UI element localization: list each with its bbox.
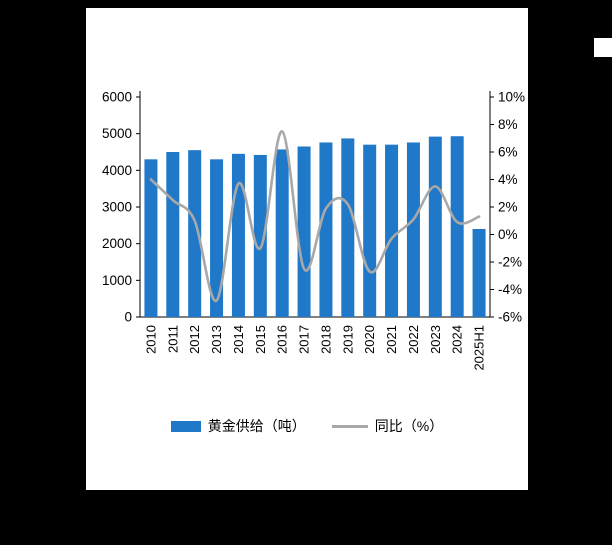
x-axis-label-2011: 2011	[165, 325, 180, 353]
right-axis-label: -2%	[498, 255, 522, 270]
bar-2017	[297, 146, 311, 317]
x-axis-label-2022: 2022	[406, 325, 421, 354]
x-axis-label-2024: 2024	[450, 325, 465, 354]
left-axis-label: 2000	[102, 236, 132, 251]
x-axis-label-2013: 2013	[209, 325, 224, 354]
bar-2020	[363, 144, 377, 317]
yoy-line	[149, 130, 481, 302]
bar-2013	[210, 159, 224, 317]
right-axis-label: 8%	[498, 117, 518, 132]
bar-2010	[144, 159, 158, 317]
x-axis-label-2023: 2023	[428, 325, 443, 354]
x-axis-label-2015: 2015	[253, 325, 268, 354]
x-axis-label-2019: 2019	[340, 325, 355, 354]
legend-bar-swatch-icon	[170, 420, 201, 432]
bar-line-chart: 0 1000 2000 3000 4000 5000 6000 -6% -4% -2% 0% 2% 4%…	[102, 90, 525, 371]
chart-area: 0 1000 2000 3000 4000 5000 6000 -6% -4% -2% 0% 2% 4%…	[86, 8, 528, 428]
right-axis-label: 4%	[498, 172, 518, 187]
left-axis-label: 5000	[102, 126, 132, 141]
x-axis-label-2016: 2016	[275, 325, 290, 354]
left-axis-label: 3000	[102, 200, 132, 215]
x-axis-label-2021: 2021	[384, 325, 399, 354]
x-axis-label-2014: 2014	[231, 325, 246, 354]
bar-2014	[231, 153, 245, 317]
legend-line-swatch-icon	[331, 424, 368, 428]
bar-2015	[253, 154, 267, 317]
right-axis-label: 6%	[498, 145, 518, 160]
bar-2012	[188, 150, 202, 317]
legend-label-gold-supply: 黄金供给（吨）	[207, 418, 306, 434]
right-axis-label: 0%	[498, 227, 518, 242]
x-axis-label-2017: 2017	[297, 325, 312, 354]
left-axis-label: 6000	[102, 90, 132, 105]
x-axis-label-2025H1: 2025H1	[472, 325, 487, 371]
right-axis-label: -4%	[498, 282, 522, 297]
x-axis-label-2010: 2010	[143, 325, 158, 354]
left-axis-label: 0	[124, 310, 132, 325]
bar-2016	[275, 149, 289, 317]
left-axis-label: 4000	[102, 163, 132, 178]
right-axis-label: -6%	[498, 310, 522, 325]
x-axis-label-2020: 2020	[362, 325, 377, 354]
bar-2011	[166, 152, 180, 317]
bar-2019	[341, 138, 355, 317]
screen-corner-notch	[594, 38, 612, 57]
legend-item-gold-supply: 黄金供给（吨）	[170, 416, 306, 436]
right-axis-label: 2%	[498, 200, 518, 215]
bar-2024	[450, 136, 464, 317]
bar-2022	[406, 142, 420, 317]
bar-2021	[385, 144, 399, 317]
chart-legend: 黄金供给（吨） 同比（%）	[86, 416, 528, 436]
bar-2023	[428, 136, 442, 317]
x-axis-label-2018: 2018	[318, 325, 333, 354]
bar-2018	[319, 142, 333, 317]
bar-2025H1	[472, 229, 486, 317]
legend-item-yoy: 同比（%）	[331, 416, 444, 436]
chart-panel: 0 1000 2000 3000 4000 5000 6000 -6% -4% -2% 0% 2% 4%…	[86, 8, 528, 490]
left-axis-label: 1000	[102, 273, 132, 288]
x-axis-label-2012: 2012	[187, 325, 202, 354]
right-axis-label: 10%	[498, 90, 525, 105]
legend-label-yoy: 同比（%）	[374, 418, 444, 434]
